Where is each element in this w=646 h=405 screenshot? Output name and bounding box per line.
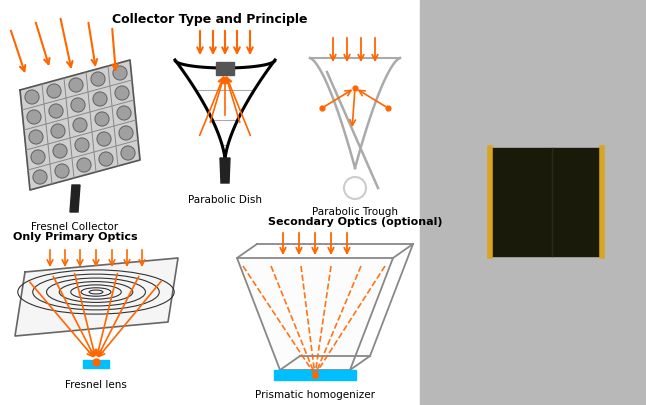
Polygon shape — [70, 185, 80, 212]
Polygon shape — [15, 258, 178, 336]
Circle shape — [115, 86, 129, 100]
Circle shape — [49, 104, 63, 118]
Circle shape — [119, 126, 133, 140]
Polygon shape — [216, 62, 234, 75]
Circle shape — [75, 138, 89, 152]
Polygon shape — [220, 158, 230, 183]
Circle shape — [25, 90, 39, 104]
Text: Secondary Optics (optional): Secondary Optics (optional) — [267, 217, 443, 227]
Circle shape — [55, 164, 69, 178]
Circle shape — [93, 92, 107, 106]
Circle shape — [51, 124, 65, 138]
Circle shape — [47, 84, 61, 98]
Circle shape — [73, 118, 87, 132]
Circle shape — [53, 144, 67, 158]
Circle shape — [27, 110, 41, 124]
Bar — [490, 148, 602, 256]
Circle shape — [95, 112, 109, 126]
Circle shape — [117, 106, 131, 120]
Polygon shape — [83, 360, 109, 368]
Text: Parabolic Trough: Parabolic Trough — [312, 207, 398, 217]
Text: Prismatic homogenizer: Prismatic homogenizer — [255, 390, 375, 400]
Circle shape — [77, 158, 91, 172]
Text: Only Primary Optics: Only Primary Optics — [13, 232, 138, 242]
Text: Fresnel lens: Fresnel lens — [65, 380, 127, 390]
Polygon shape — [20, 60, 140, 190]
Circle shape — [113, 66, 127, 80]
Text: Parabolic Dish: Parabolic Dish — [188, 195, 262, 205]
Circle shape — [97, 132, 111, 146]
Text: Fresnel Collector: Fresnel Collector — [32, 222, 119, 232]
Circle shape — [33, 170, 47, 184]
Circle shape — [69, 78, 83, 92]
Polygon shape — [274, 370, 356, 380]
Circle shape — [71, 98, 85, 112]
Circle shape — [99, 152, 113, 166]
Circle shape — [91, 72, 105, 86]
Circle shape — [31, 150, 45, 164]
Text: Collector Type and Principle: Collector Type and Principle — [112, 13, 307, 26]
Circle shape — [29, 130, 43, 144]
Bar — [420, 0, 646, 405]
Polygon shape — [237, 258, 393, 370]
Circle shape — [121, 146, 135, 160]
